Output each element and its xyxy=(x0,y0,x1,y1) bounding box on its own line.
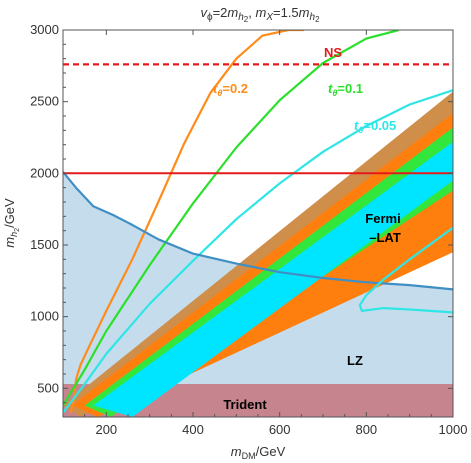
title-v-eq: =2 xyxy=(213,5,228,20)
line-te-0.1 xyxy=(63,30,400,407)
title-m2-eq: =1.5 xyxy=(273,5,299,20)
band-orange xyxy=(71,113,453,417)
y-tick-label: 500 xyxy=(37,380,59,395)
title-v: v xyxy=(200,5,208,20)
line-lz xyxy=(63,171,453,291)
annotation-ns: NS xyxy=(324,45,342,60)
title-m1: m xyxy=(227,5,238,20)
title-m1-sub: h xyxy=(238,12,244,23)
title-m3-sub: h xyxy=(310,12,316,23)
y-tick-label: 3000 xyxy=(30,22,59,37)
y-tick-label: 2000 xyxy=(30,165,59,180)
title-m2-sub: X xyxy=(265,12,273,23)
annotation-fermi-line2: –LAT xyxy=(369,230,401,245)
line-te-0.05 xyxy=(63,89,453,414)
label-te-0.1: tθ=0.1 xyxy=(328,81,363,98)
y-tick-label: 1500 xyxy=(30,237,59,252)
title-m2: m xyxy=(255,5,266,20)
y-axis-title: mh2/GeV xyxy=(2,198,21,248)
line-te-0.2 xyxy=(69,30,304,413)
chart-title: vϕ=2mh2, mX=1.5mh2 xyxy=(200,5,320,24)
x-tick-label: 800 xyxy=(355,422,377,437)
x-tick-label: 1000 xyxy=(439,422,468,437)
title-m1-subsub: 2 xyxy=(244,15,249,24)
label-te-0.05: tθ=0.05 xyxy=(354,118,396,135)
y-tick-label: 1000 xyxy=(30,309,59,324)
title-m3: m xyxy=(299,5,310,20)
y-tick-label: 2500 xyxy=(30,94,59,109)
title-sep: , xyxy=(248,5,255,20)
x-tick-label: 400 xyxy=(182,422,204,437)
title-m3-subsub: 2 xyxy=(315,15,320,24)
label-te-0.2: tθ=0.2 xyxy=(213,81,248,98)
x-tick-label: 200 xyxy=(95,422,117,437)
line-fermi-contour xyxy=(358,226,453,314)
annotation-trident: Trident xyxy=(223,397,267,412)
band-cyan xyxy=(93,141,453,417)
x-axis-title: mDM/GeV xyxy=(231,444,286,461)
plot-area xyxy=(63,30,453,417)
title-v-sub: ϕ xyxy=(207,12,213,23)
annotation-fermi-line1: Fermi xyxy=(365,211,400,226)
x-tick-label: 600 xyxy=(269,422,291,437)
annotation-lz: LZ xyxy=(347,353,363,368)
